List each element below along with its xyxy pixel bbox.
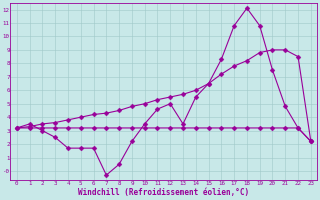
X-axis label: Windchill (Refroidissement éolien,°C): Windchill (Refroidissement éolien,°C) [78,188,249,197]
